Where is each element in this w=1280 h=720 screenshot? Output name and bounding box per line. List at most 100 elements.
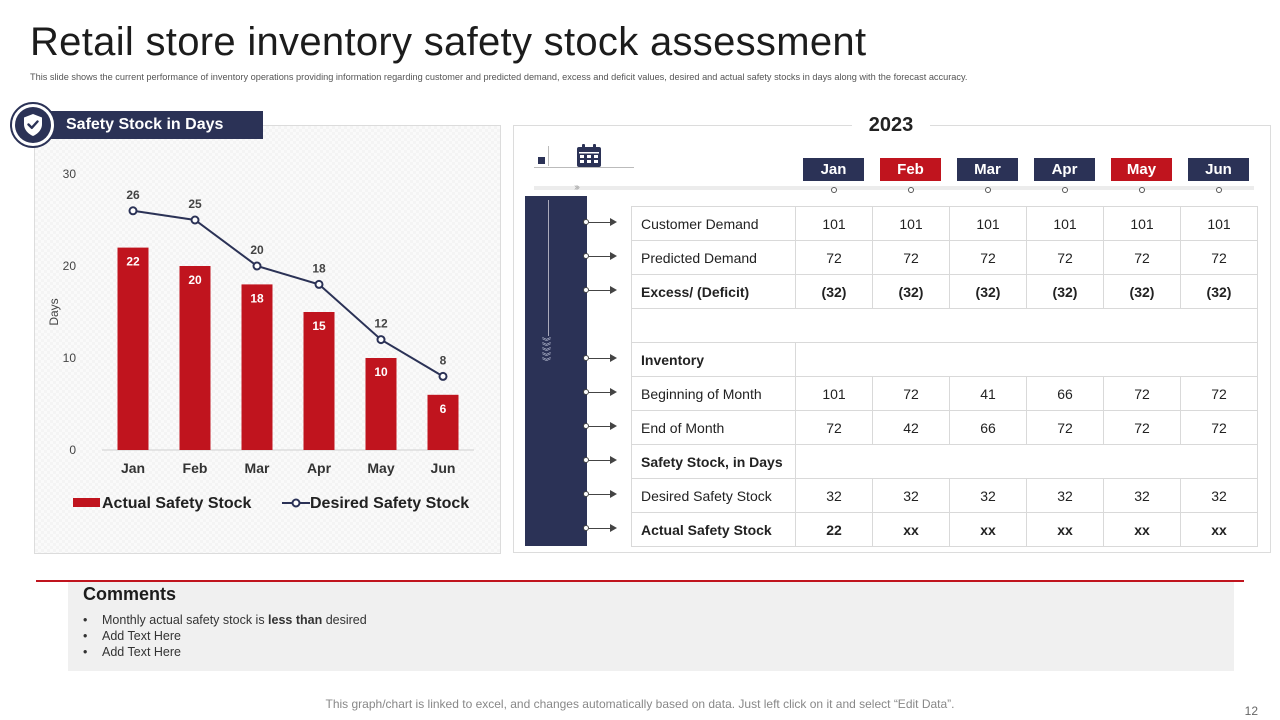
x-tick-label: Jun	[431, 460, 456, 476]
table-cell: 101	[1103, 206, 1181, 241]
line-point-feb	[190, 215, 200, 225]
row-label: Actual Safety Stock	[631, 512, 796, 547]
line-value-label: 8	[440, 353, 447, 367]
table-cell: (32)	[1103, 274, 1181, 309]
table-cell: 22	[795, 512, 873, 547]
table-cell-empty	[795, 444, 1258, 479]
table-cell: 101	[1180, 206, 1258, 241]
table-cell: 32	[949, 478, 1027, 513]
table-cell: 101	[872, 206, 950, 241]
table-cell: xx	[949, 512, 1027, 547]
footer-note: This graph/chart is linked to excel, and…	[325, 697, 955, 711]
x-tick-label: Jan	[121, 460, 145, 476]
page-title: Retail store inventory safety stock asse…	[30, 20, 867, 64]
comment-item: • Monthly actual safety stock is less tha…	[83, 613, 367, 627]
line-point-mar	[252, 261, 262, 271]
table-row: Excess/ (Deficit) (32) (32) (32) (32) (32) (32…	[631, 274, 1258, 309]
x-tick-label: Feb	[183, 460, 208, 476]
month-marker	[1138, 187, 1145, 193]
month-header-jan: Jan	[803, 158, 864, 181]
bar-value-label: 20	[188, 273, 202, 287]
row-label: Predicted Demand	[631, 240, 796, 275]
chart-title-badge: Safety Stock in Days	[40, 111, 263, 139]
bar-value-label: 18	[250, 291, 264, 305]
inventory-table: Customer Demand 101 101 101 101 101 101 Predict…	[631, 206, 1258, 547]
table-row: Actual Safety Stock 22 xx xx xx xx xx	[631, 512, 1258, 547]
row-arrow-icon	[583, 252, 619, 262]
table-cell: 66	[949, 410, 1027, 445]
y-tick-label: 30	[63, 167, 77, 181]
table-row: Inventory	[631, 342, 1258, 377]
month-header-apr: Apr	[1034, 158, 1095, 181]
legend-label-actual: Actual Safety Stock	[102, 495, 251, 512]
month-header-may: May	[1111, 158, 1172, 181]
line-point-jun	[438, 371, 448, 381]
table-cell: 32	[1103, 478, 1181, 513]
table-row: Safety Stock, in Days	[631, 444, 1258, 479]
table-cell: (32)	[949, 274, 1027, 309]
legend-swatch-actual	[73, 498, 100, 507]
row-arrow-icon	[583, 388, 619, 398]
comments-heading: Comments	[83, 584, 177, 604]
page-subtitle: This slide shows the current performance…	[30, 72, 968, 82]
table-row: Customer Demand 101 101 101 101 101 101	[631, 206, 1258, 241]
table-cell: 101	[795, 376, 873, 411]
year-label: 2023	[852, 114, 930, 137]
month-header-jun: Jun	[1188, 158, 1249, 181]
month-marker	[1215, 187, 1222, 193]
decor-line	[548, 146, 549, 166]
table-row: Beginning of Month 101 72 41 66 72 72	[631, 376, 1258, 411]
table-cell: xx	[872, 512, 950, 547]
x-tick-label: Mar	[245, 460, 270, 476]
row-arrow-icon	[583, 456, 619, 466]
shield-check-icon	[24, 114, 42, 136]
table-cell: 101	[1026, 206, 1104, 241]
table-cell: 72	[1103, 376, 1181, 411]
line-value-label: 26	[126, 188, 140, 202]
table-cell: 32	[872, 478, 950, 513]
decor-square	[538, 157, 545, 164]
bar-feb	[179, 266, 211, 450]
row-arrow-icon	[583, 354, 619, 364]
table-cell: 72	[795, 410, 873, 445]
y-tick-label: 0	[69, 443, 76, 457]
comment-item: • Add Text Here	[83, 629, 181, 643]
row-label: Excess/ (Deficit)	[631, 274, 796, 309]
line-value-label: 12	[374, 317, 388, 331]
bar-may	[365, 358, 397, 450]
chevrons-icon: ›››	[574, 182, 580, 193]
table-cell: 72	[1180, 376, 1258, 411]
line-point-may	[376, 335, 386, 345]
table-cell: 42	[872, 410, 950, 445]
legend-label-desired: Desired Safety Stock	[310, 495, 469, 512]
table-cell: 72	[795, 240, 873, 275]
line-value-label: 20	[250, 243, 264, 257]
chevrons-down-icon: ︾ ︾ ︾ ︾ ︾	[542, 337, 552, 367]
table-cell-empty	[795, 342, 1258, 377]
bar-apr	[303, 312, 335, 450]
comments-box: Comments • Monthly actual safety stock is…	[68, 582, 1234, 671]
table-cell: 72	[1026, 240, 1104, 275]
line-point-jan	[128, 206, 138, 216]
shield-badge	[10, 102, 56, 148]
bar-mar	[241, 284, 273, 450]
table-cell: (32)	[1026, 274, 1104, 309]
legend-marker-desired	[291, 498, 301, 508]
comment-item: • Add Text Here	[83, 645, 181, 659]
row-label: Desired Safety Stock	[631, 478, 796, 513]
bar-value-label: 22	[126, 255, 140, 269]
page-number: 12	[1244, 704, 1258, 718]
month-header-feb: Feb	[880, 158, 941, 181]
x-tick-label: Apr	[307, 460, 332, 476]
row-arrow-icon	[583, 286, 619, 296]
bar-value-label: 6	[440, 402, 447, 416]
table-cell: 101	[795, 206, 873, 241]
row-label: End of Month	[631, 410, 796, 445]
bar-jan	[117, 247, 149, 450]
table-cell: (32)	[1180, 274, 1258, 309]
table-row: End of Month 72 42 66 72 72 72	[631, 410, 1258, 445]
comments-list: • Monthly actual safety stock is less tha…	[83, 612, 367, 660]
safety-stock-chart: 0 10 20 30 Days 22 20 18 15 10 6 26 25 20 18 12 8 Jan Feb M…	[47, 167, 474, 512]
row-arrow-icon	[583, 218, 619, 228]
line-point-apr	[314, 279, 324, 289]
